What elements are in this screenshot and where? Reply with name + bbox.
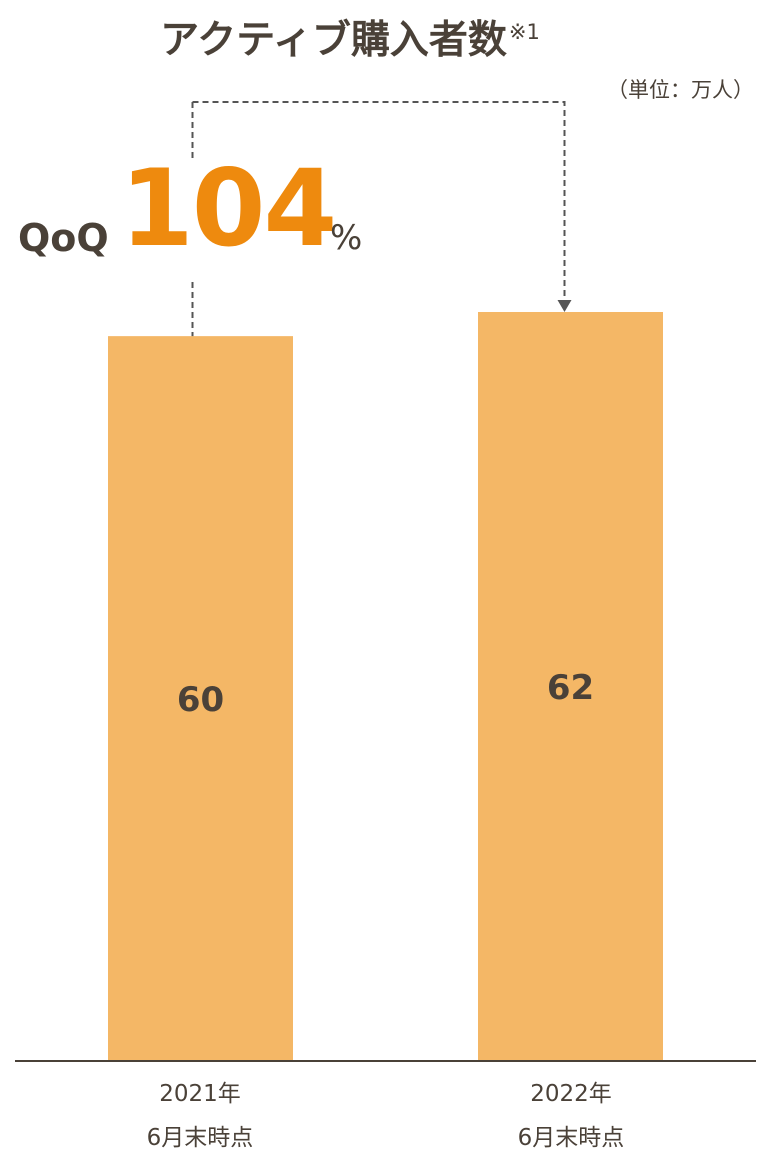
qoq-label: QoQ [18, 216, 109, 260]
chart-title: アクティブ購入者数※1 [0, 4, 700, 69]
x-tick-period: 6月末時点 [517, 1125, 625, 1151]
bar-value-label-1: 62 [547, 668, 594, 708]
x-tick-label-2021: 2021年 6月末時点 [100, 1078, 300, 1154]
bar-0 [108, 336, 293, 1060]
x-tick-year: 2022年 [530, 1081, 612, 1107]
connector-arrowhead [557, 300, 572, 312]
x-tick-label-2022: 2022年 6月末時点 [471, 1078, 671, 1154]
qoq-value: 104 [120, 147, 337, 270]
unit-label: （単位：万人） [607, 78, 754, 102]
qoq-percent-sign: % [330, 218, 363, 258]
bar-value-label-0: 60 [177, 680, 224, 720]
x-tick-period: 6月末時点 [146, 1125, 254, 1151]
chart-title-text: アクティブ購入者数 [160, 18, 507, 63]
x-tick-year: 2021年 [159, 1081, 241, 1107]
bar-1 [478, 312, 663, 1060]
title-footnote-mark: ※1 [508, 20, 540, 44]
connector-dash-across [192, 101, 566, 300]
